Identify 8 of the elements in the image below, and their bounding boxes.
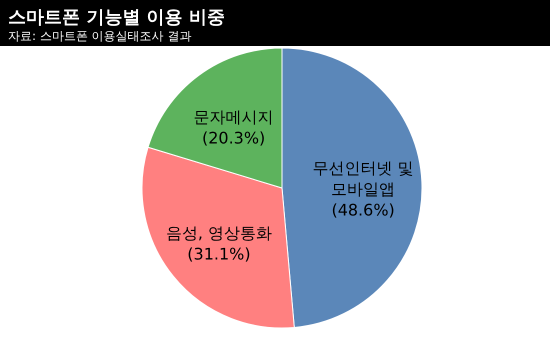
slice-label: 음성, 영상통화 xyxy=(166,224,272,243)
chart-title: 스마트폰 기능별 이용 비중 xyxy=(8,7,225,28)
data-label: (48.6%) xyxy=(331,200,395,220)
data-label: (31.1%) xyxy=(187,244,251,264)
data-label: (20.3%) xyxy=(202,128,266,148)
slice-label: 문자메시지 xyxy=(194,107,274,126)
chart-subtitle: 자료: 스마트폰 이용실태조사 결과 xyxy=(8,29,192,43)
slice-label: 무선인터넷 및 모바일앱 xyxy=(312,158,414,198)
